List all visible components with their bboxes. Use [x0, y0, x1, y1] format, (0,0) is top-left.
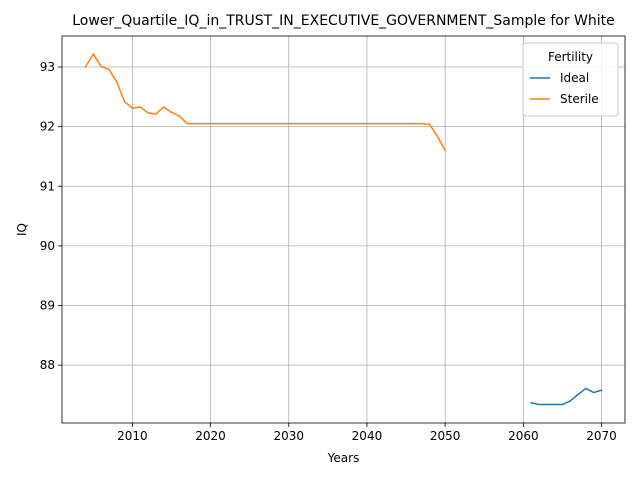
x-axis-ticks: 2010 2020 2030 2040 2050 2060 2070 — [117, 423, 617, 443]
series-line-ideal — [530, 387, 603, 406]
y-tick-label: 91 — [40, 179, 55, 193]
plot-frame — [61, 35, 626, 424]
y-tick-label: 90 — [40, 239, 55, 253]
legend-title: Fertility — [548, 50, 593, 64]
y-tick-label: 89 — [40, 299, 55, 313]
x-tick-label: 2050 — [430, 429, 461, 443]
series-lines — [84, 53, 603, 406]
x-axis-label: Years — [327, 451, 360, 465]
y-tick-label: 92 — [40, 120, 55, 134]
legend-label-ideal: Ideal — [560, 71, 589, 85]
y-tick-label: 93 — [40, 60, 55, 74]
y-axis-ticks: 88 89 90 91 92 93 — [40, 60, 62, 372]
x-tick-label: 2040 — [352, 429, 383, 443]
x-tick-label: 2010 — [117, 429, 148, 443]
legend-box — [522, 42, 619, 117]
chart-title: Lower_Quartile_IQ_in_TRUST_IN_EXECUTIVE_… — [72, 13, 614, 29]
x-tick-label: 2060 — [508, 429, 539, 443]
legend-label-sterile: Sterile — [560, 92, 599, 106]
x-tick-label: 2020 — [195, 429, 226, 443]
y-tick-label: 88 — [40, 358, 55, 372]
legend: Fertility Ideal Sterile — [522, 42, 619, 117]
y-axis-label: IQ — [15, 223, 29, 236]
series-line-sterile — [84, 53, 447, 152]
x-tick-label: 2030 — [273, 429, 304, 443]
legend-entries: Ideal Sterile — [530, 71, 599, 106]
x-tick-label: 2070 — [586, 429, 617, 443]
